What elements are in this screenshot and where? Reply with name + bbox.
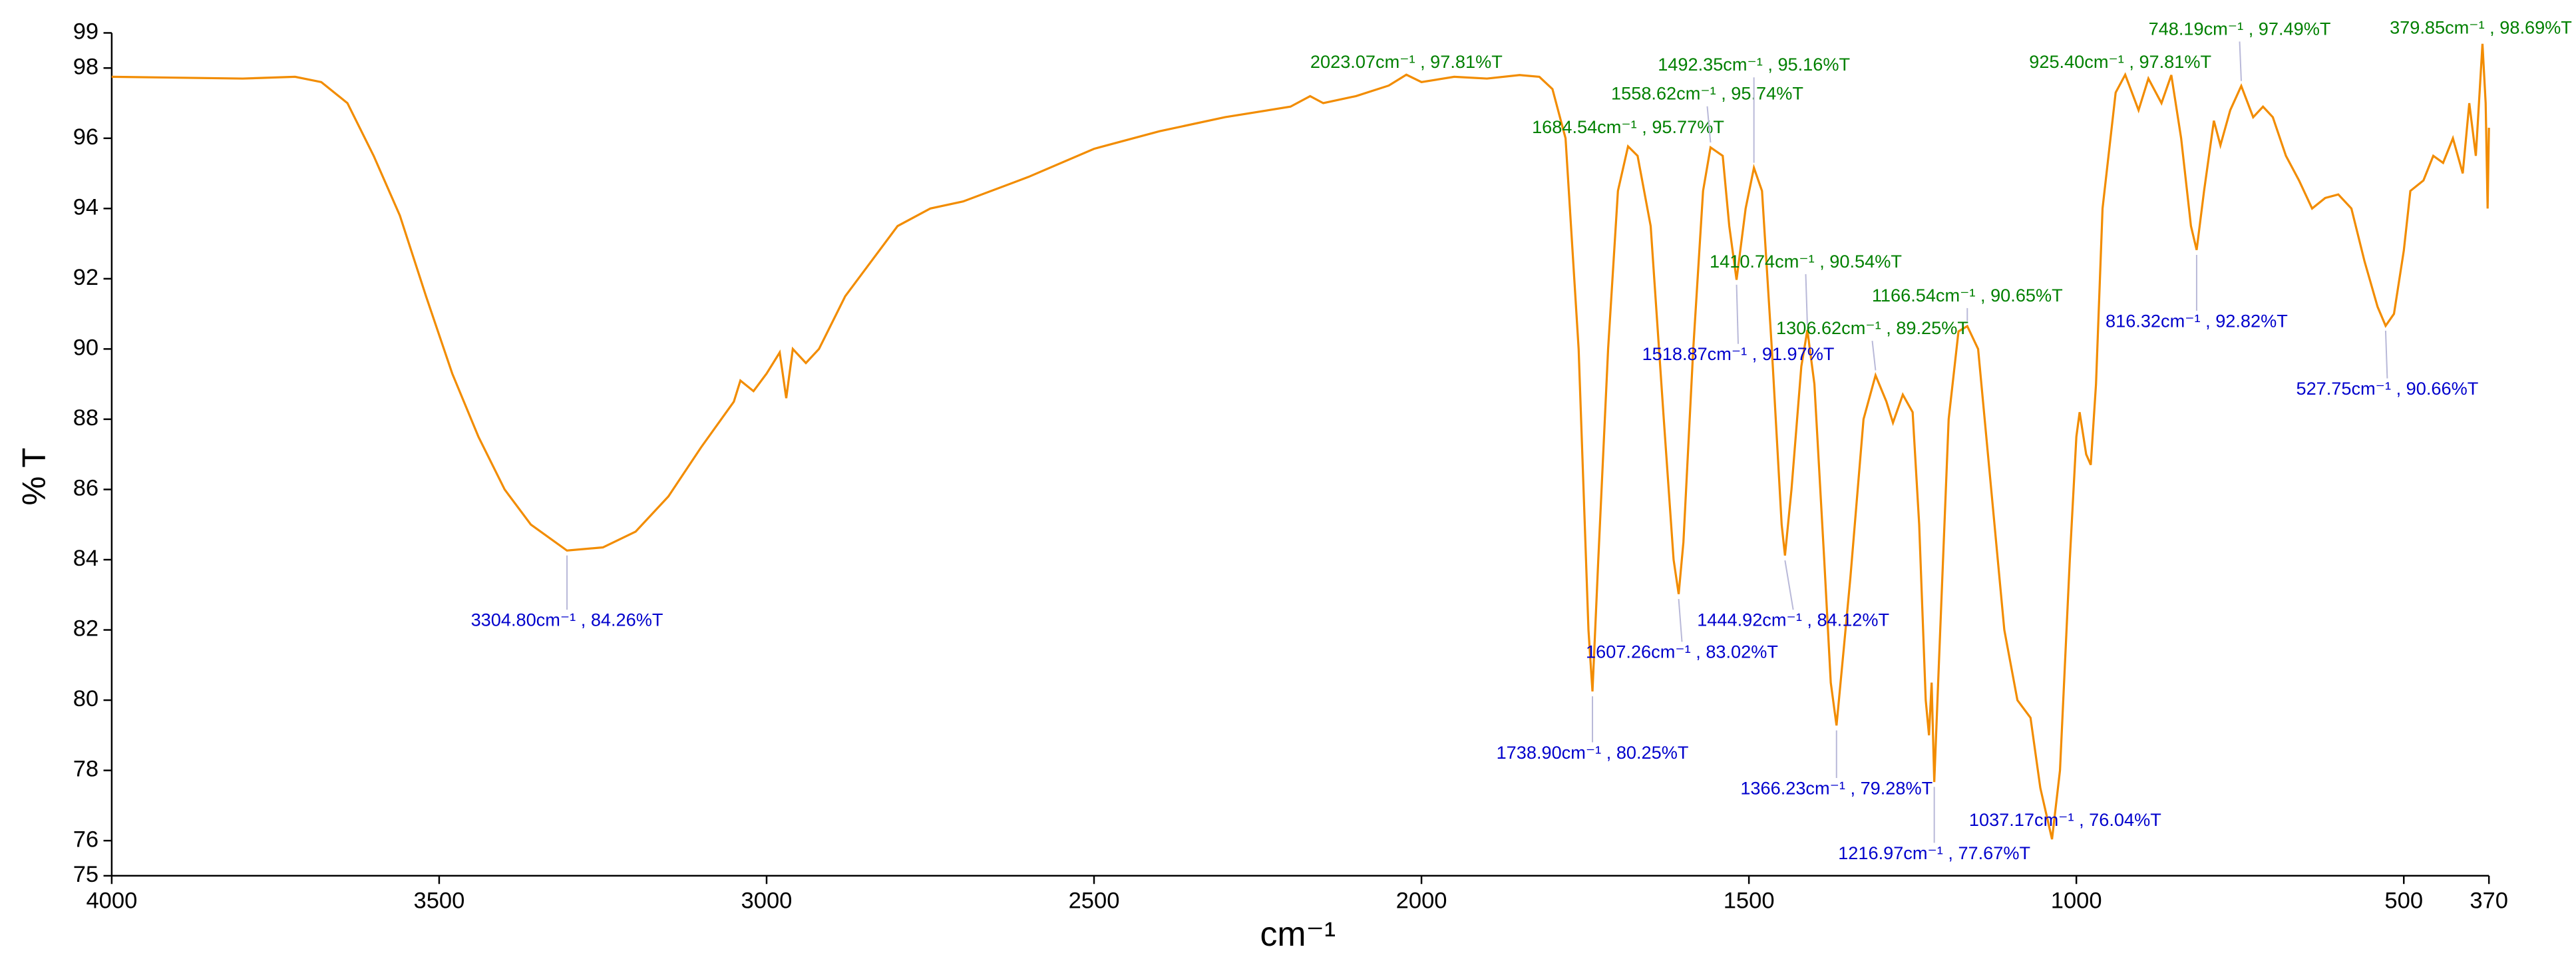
y-tick-label: 75 xyxy=(73,862,98,887)
annotation-label: 1738.90cm⁻¹ , 80.25%T xyxy=(1497,742,1689,763)
annotation-leader xyxy=(1736,284,1740,344)
x-tick-label: 500 xyxy=(2384,888,2423,914)
annotation-label: 1166.54cm⁻¹ , 90.65%T xyxy=(1872,285,2063,305)
annotation-label: 748.19cm⁻¹ , 97.49%T xyxy=(2149,18,2331,39)
annotation-leader xyxy=(1706,106,1712,143)
annotation-label: 925.40cm⁻¹ , 97.81%T xyxy=(2029,51,2211,72)
annotation-label: 1216.97cm⁻¹ , 77.67%T xyxy=(1838,843,2030,863)
annotation-label: 527.75cm⁻¹ , 90.66%T xyxy=(2296,378,2478,399)
annotation-label: 2023.07cm⁻¹ , 97.81%T xyxy=(1310,51,1503,72)
annotation-leader xyxy=(1678,599,1683,642)
x-tick-label: 3000 xyxy=(741,888,793,914)
x-axis-label: cm⁻¹ xyxy=(1260,914,1336,953)
annotation-label: 3304.80cm⁻¹ , 84.26%T xyxy=(471,610,663,630)
y-tick-label: 84 xyxy=(73,546,98,571)
annotation-leader xyxy=(2239,41,2242,81)
y-tick-label: 76 xyxy=(73,827,98,852)
x-tick-label: 2000 xyxy=(1396,888,1447,914)
y-tick-label: 88 xyxy=(73,405,98,431)
y-tick-label: 82 xyxy=(73,616,98,642)
annotation-leader xyxy=(1871,340,1877,371)
annotation-leader xyxy=(2384,330,2388,379)
y-tick-label: 98 xyxy=(73,54,98,79)
annotation-label: 1684.54cm⁻¹ , 95.77%T xyxy=(1532,116,1724,137)
annotation-label: 1037.17cm⁻¹ , 76.04%T xyxy=(1969,809,2161,830)
y-axis-label: % T xyxy=(15,448,52,506)
y-tick-label: 94 xyxy=(73,194,98,220)
annotation-label: 379.85cm⁻¹ , 98.69%T xyxy=(2390,17,2572,38)
x-tick-label: 2500 xyxy=(1069,888,1120,914)
annotation-label: 1306.62cm⁻¹ , 89.25%T xyxy=(1776,317,1968,338)
x-tick-label: 1500 xyxy=(1724,888,1775,914)
y-tick-label: 92 xyxy=(73,265,98,290)
annotation-leader xyxy=(1784,560,1794,610)
annotation-label: 1518.87cm⁻¹ , 91.97%T xyxy=(1642,343,1835,364)
annotation-leader xyxy=(1805,274,1808,325)
annotation-label: 1558.62cm⁻¹ , 95.74%T xyxy=(1611,83,1803,104)
y-tick-label: 80 xyxy=(73,686,98,711)
y-tick-label: 86 xyxy=(73,476,98,501)
y-tick-label: 99 xyxy=(73,19,98,45)
annotation-label: 1444.92cm⁻¹ , 84.12%T xyxy=(1697,610,1889,630)
x-tick-label: 4000 xyxy=(86,888,137,914)
annotation-label: 1410.74cm⁻¹ , 90.54%T xyxy=(1710,251,1902,272)
y-tick-label: 96 xyxy=(73,124,98,150)
y-tick-label: 78 xyxy=(73,757,98,782)
annotation-label: 1366.23cm⁻¹ , 79.28%T xyxy=(1740,778,1932,799)
spectrum-line xyxy=(111,43,2490,840)
x-tick-label: 1000 xyxy=(2051,888,2102,914)
annotation-label: 816.32cm⁻¹ , 92.82%T xyxy=(2106,310,2288,331)
x-tick-label: 370 xyxy=(2470,888,2508,914)
annotation-label: 1607.26cm⁻¹ , 83.02%T xyxy=(1586,642,1778,662)
y-tick-label: 90 xyxy=(73,335,98,360)
annotation-label: 1492.35cm⁻¹ , 95.16%T xyxy=(1658,54,1850,75)
x-tick-label: 3500 xyxy=(413,888,464,914)
